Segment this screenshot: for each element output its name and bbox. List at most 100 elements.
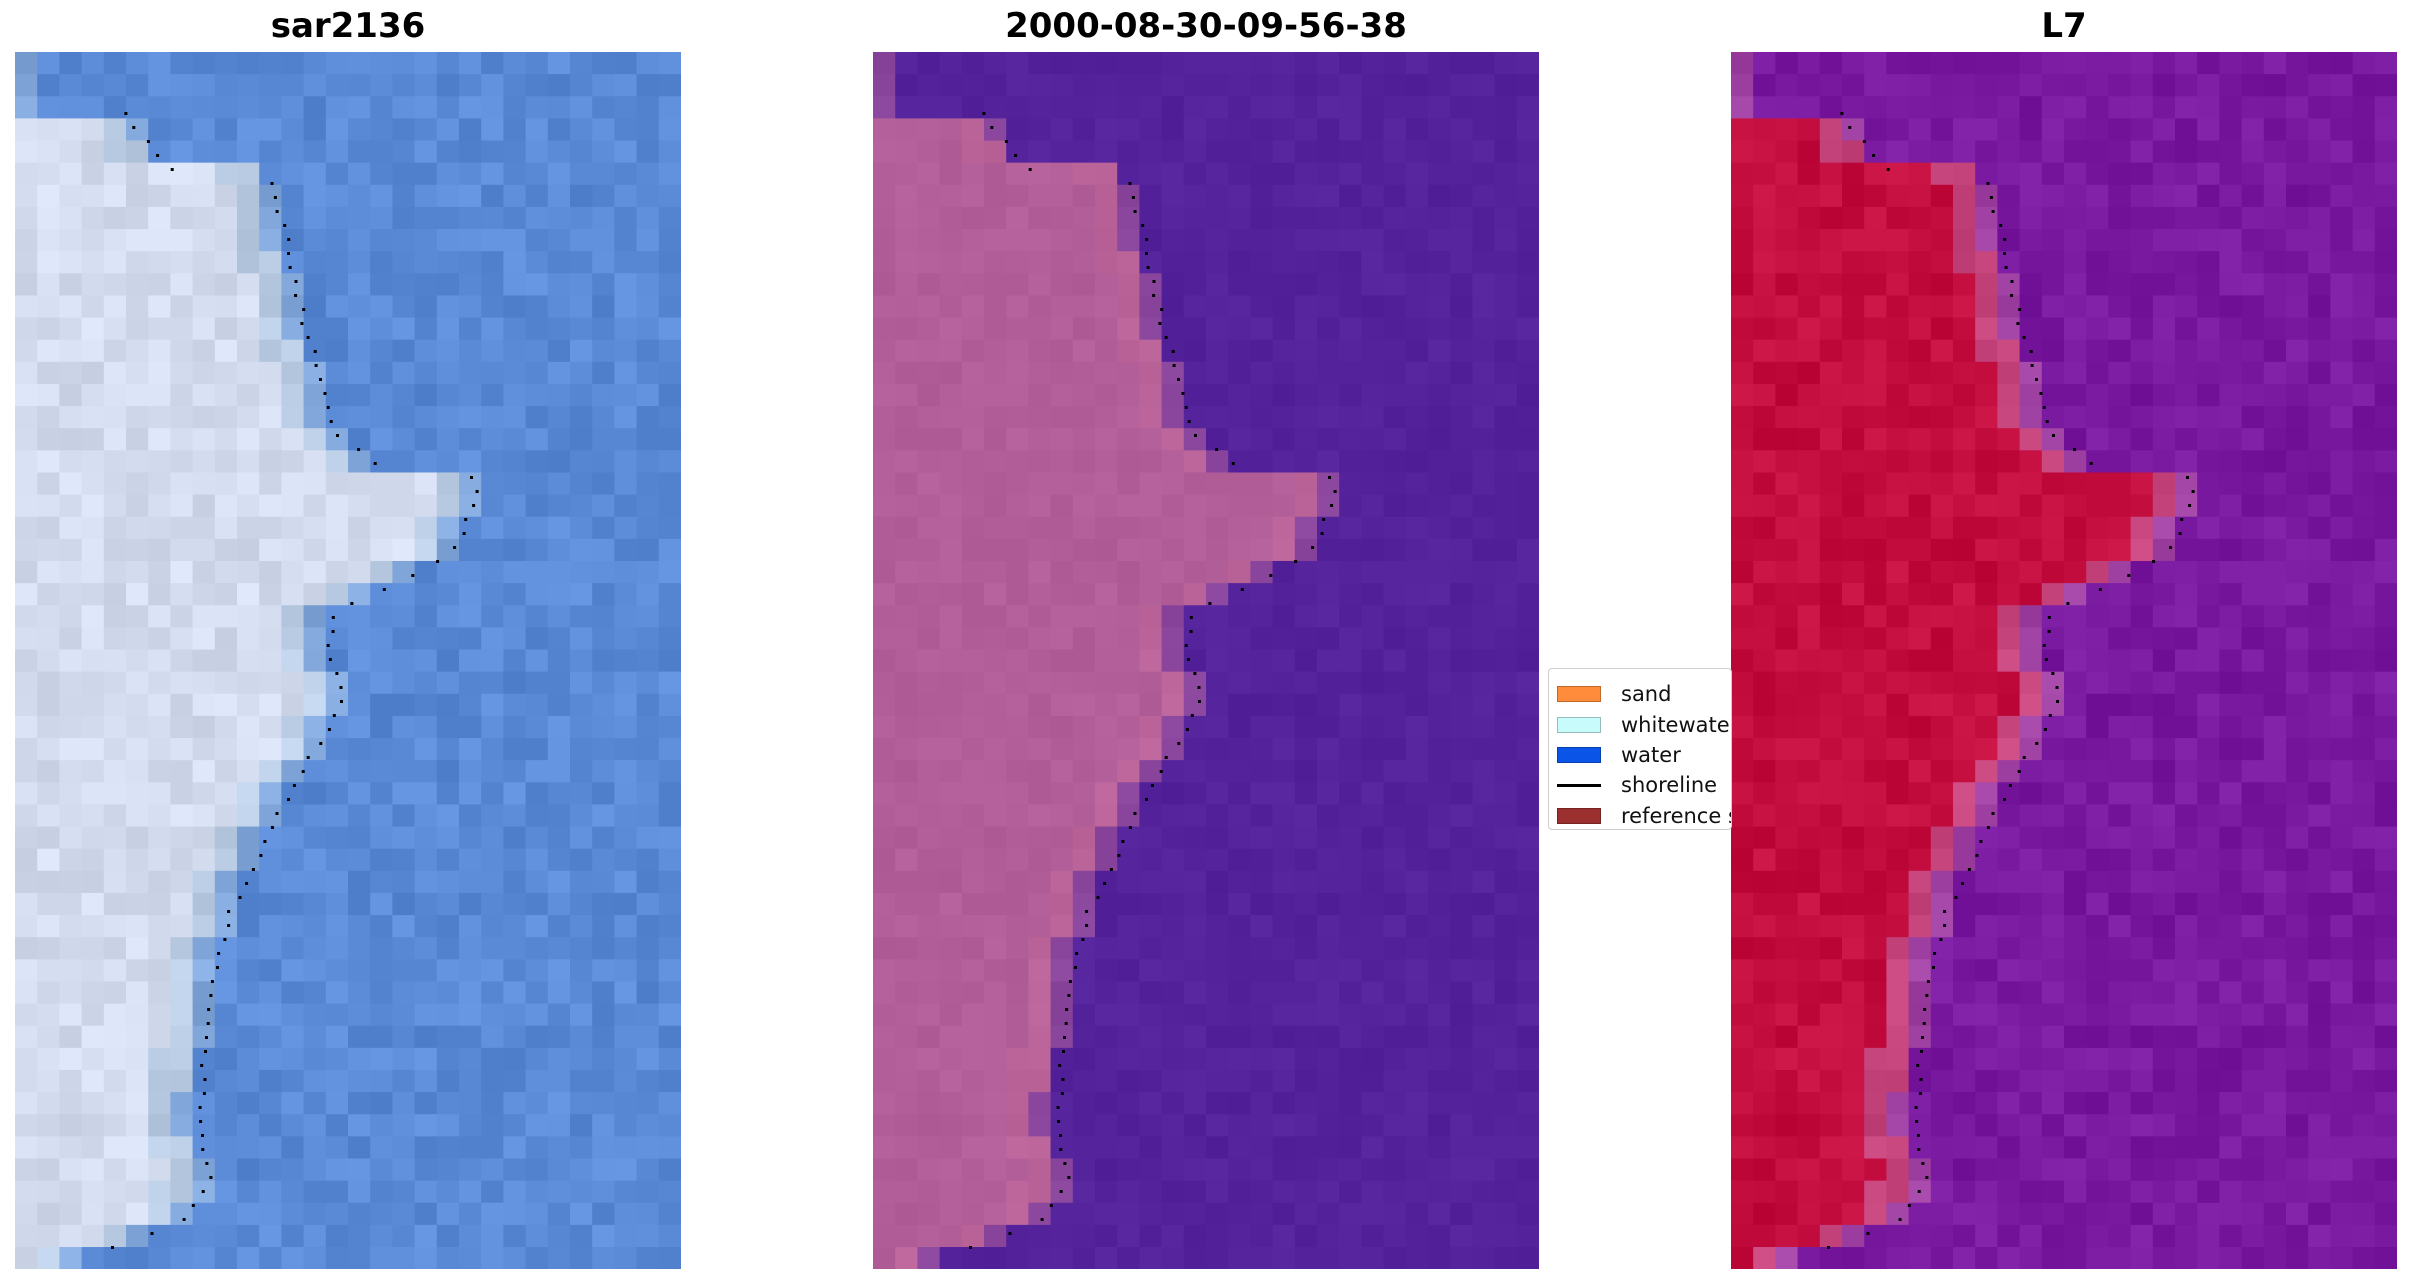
raster-pixel <box>2152 184 2176 208</box>
raster-pixel <box>873 118 896 142</box>
raster-pixel <box>2175 605 2198 628</box>
raster-pixel <box>2197 140 2220 164</box>
raster-pixel <box>1317 118 1340 142</box>
raster-pixel <box>636 1136 660 1160</box>
raster-pixel <box>1183 892 1207 916</box>
raster-pixel <box>436 693 460 717</box>
raster-pixel <box>126 937 149 960</box>
raster-pixel <box>1383 605 1407 628</box>
raster-pixel <box>2086 715 2109 739</box>
raster-pixel <box>214 1114 238 1137</box>
raster-pixel <box>2130 560 2154 584</box>
raster-pixel <box>2108 1003 2132 1027</box>
raster-pixel <box>570 981 593 1005</box>
raster-pixel <box>459 583 482 606</box>
raster-pixel <box>1139 1202 1163 1226</box>
raster-pixel <box>325 715 349 739</box>
raster-pixel <box>503 715 527 739</box>
raster-pixel <box>1050 516 1074 540</box>
raster-pixel <box>2152 981 2176 1005</box>
raster-pixel <box>1775 627 1799 651</box>
raster-pixel <box>1953 1003 1976 1027</box>
raster-pixel <box>503 184 527 208</box>
raster-pixel <box>2064 848 2087 872</box>
raster-pixel <box>1050 1003 1074 1027</box>
raster-pixel <box>1117 937 1140 960</box>
raster-pixel <box>2108 1158 2132 1182</box>
raster-pixel <box>1206 826 1229 850</box>
raster-pixel <box>636 605 660 628</box>
raster-pixel <box>1753 450 1776 474</box>
raster-pixel <box>1317 339 1340 363</box>
raster-pixel <box>2064 162 2087 186</box>
raster-pixel <box>1516 406 1539 429</box>
raster-pixel <box>1494 74 1518 97</box>
raster-pixel <box>1072 693 1096 717</box>
raster-pixel <box>503 206 527 230</box>
shoreline-point <box>1028 168 1032 171</box>
raster-pixel <box>1908 140 1932 164</box>
raster-pixel <box>259 870 282 894</box>
raster-pixel <box>214 605 238 628</box>
raster-pixel <box>481 206 504 230</box>
raster-pixel <box>1294 915 1318 938</box>
raster-pixel <box>658 870 681 894</box>
raster-pixel <box>259 915 282 938</box>
raster-pixel <box>2263 760 2287 783</box>
raster-pixel <box>370 1003 393 1027</box>
raster-pixel <box>547 892 571 916</box>
shoreline-point <box>223 938 227 941</box>
raster-pixel <box>1206 1202 1229 1226</box>
shoreline-point <box>1160 308 1164 311</box>
raster-pixel <box>570 627 593 651</box>
raster-pixel <box>1050 959 1074 983</box>
raster-pixel <box>939 450 963 474</box>
raster-pixel <box>126 273 149 297</box>
raster-pixel <box>2308 892 2331 916</box>
raster-pixel <box>1095 383 1118 407</box>
raster-pixel <box>961 206 985 230</box>
raster-pixel <box>1908 1136 1932 1160</box>
raster-pixel <box>1206 804 1229 828</box>
raster-pixel <box>1975 1047 1998 1071</box>
raster-pixel <box>2086 981 2109 1005</box>
raster-pixel <box>325 383 349 407</box>
raster-pixel <box>1006 162 1029 186</box>
raster-pixel <box>1797 428 1821 451</box>
raster-pixel <box>1072 96 1096 119</box>
raster-pixel <box>1842 251 1865 274</box>
raster-pixel <box>436 74 460 97</box>
raster-pixel <box>961 383 985 407</box>
raster-pixel <box>2175 494 2198 518</box>
raster-pixel <box>1161 184 1185 208</box>
raster-pixel <box>1886 118 1910 142</box>
shoreline-point <box>238 896 242 899</box>
raster-pixel <box>1095 738 1118 761</box>
raster-pixel <box>1072 915 1096 938</box>
raster-pixel <box>1072 162 1096 186</box>
raster-pixel <box>1228 738 1251 761</box>
raster-pixel <box>2175 74 2198 97</box>
raster-pixel <box>1361 782 1385 806</box>
raster-pixel <box>917 361 941 385</box>
raster-pixel <box>1006 428 1029 451</box>
raster-pixel <box>1317 959 1340 983</box>
raster-pixel <box>59 538 83 562</box>
raster-pixel <box>1494 1003 1518 1027</box>
raster-pixel <box>873 74 896 97</box>
raster-pixel <box>1339 959 1362 983</box>
raster-pixel <box>917 251 941 274</box>
raster-pixel <box>1797 937 1821 960</box>
raster-pixel <box>148 583 171 606</box>
raster-pixel <box>325 605 349 628</box>
raster-pixel <box>192 1003 216 1027</box>
raster-pixel <box>2130 383 2154 407</box>
raster-pixel <box>1405 472 1429 496</box>
raster-pixel <box>1494 715 1518 739</box>
raster-pixel <box>192 140 216 164</box>
raster-pixel <box>2219 273 2243 297</box>
raster-pixel <box>81 339 105 363</box>
raster-pixel <box>1272 339 1296 363</box>
raster-pixel <box>2175 649 2198 673</box>
raster-pixel <box>1361 516 1385 540</box>
